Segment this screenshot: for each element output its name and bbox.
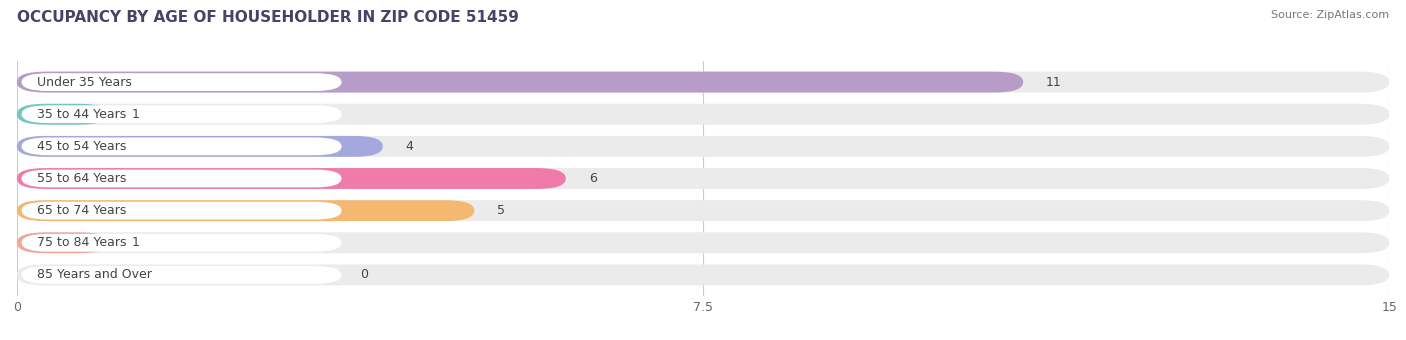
FancyBboxPatch shape [21,73,342,91]
Text: 1: 1 [131,108,139,121]
Text: 4: 4 [406,140,413,153]
Text: 0: 0 [360,268,368,282]
Text: Under 35 Years: Under 35 Years [37,75,132,89]
Text: 35 to 44 Years: 35 to 44 Years [37,108,127,121]
Text: 6: 6 [589,172,596,185]
Text: 85 Years and Over: 85 Years and Over [37,268,152,282]
Text: 45 to 54 Years: 45 to 54 Years [37,140,127,153]
FancyBboxPatch shape [17,104,108,125]
Text: 1: 1 [131,236,139,249]
FancyBboxPatch shape [17,168,1389,189]
Text: Source: ZipAtlas.com: Source: ZipAtlas.com [1271,10,1389,20]
FancyBboxPatch shape [17,200,474,221]
FancyBboxPatch shape [17,168,565,189]
FancyBboxPatch shape [21,170,342,187]
FancyBboxPatch shape [21,137,342,155]
FancyBboxPatch shape [17,136,1389,157]
FancyBboxPatch shape [21,234,342,252]
FancyBboxPatch shape [17,200,1389,221]
FancyBboxPatch shape [17,72,1024,92]
FancyBboxPatch shape [21,266,342,284]
FancyBboxPatch shape [17,136,382,157]
FancyBboxPatch shape [21,105,342,123]
Text: 75 to 84 Years: 75 to 84 Years [37,236,127,249]
Text: 5: 5 [498,204,505,217]
FancyBboxPatch shape [21,202,342,220]
FancyBboxPatch shape [17,232,108,253]
FancyBboxPatch shape [17,265,1389,285]
Text: 55 to 64 Years: 55 to 64 Years [37,172,127,185]
FancyBboxPatch shape [17,104,1389,125]
Text: 65 to 74 Years: 65 to 74 Years [37,204,127,217]
FancyBboxPatch shape [17,72,1389,92]
Text: OCCUPANCY BY AGE OF HOUSEHOLDER IN ZIP CODE 51459: OCCUPANCY BY AGE OF HOUSEHOLDER IN ZIP C… [17,10,519,25]
Text: 11: 11 [1046,75,1062,89]
FancyBboxPatch shape [17,232,1389,253]
